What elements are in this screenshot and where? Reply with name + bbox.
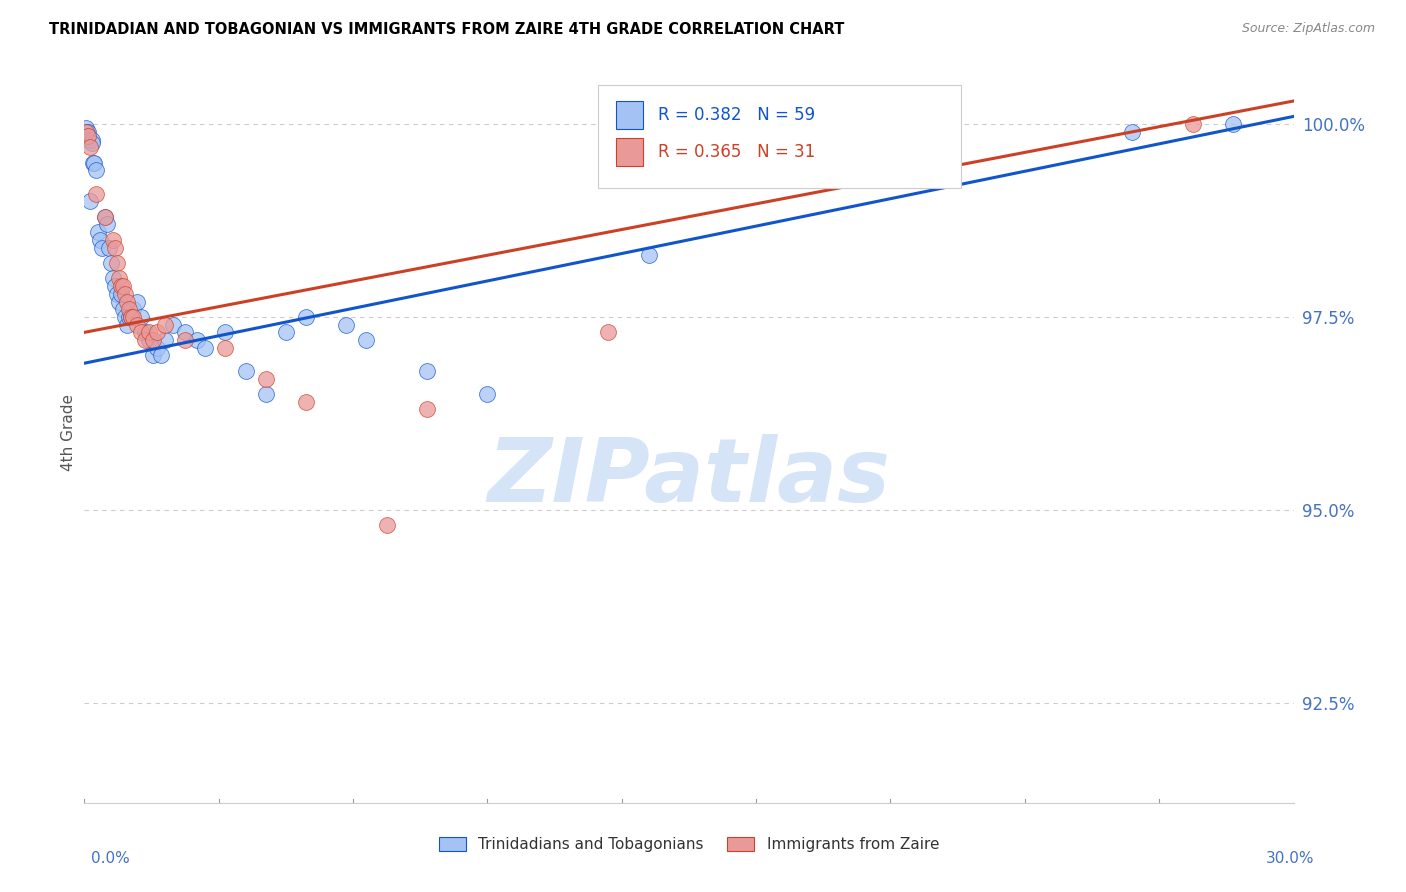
Legend: Trinidadians and Tobagonians, Immigrants from Zaire: Trinidadians and Tobagonians, Immigrants… <box>433 830 945 858</box>
Point <box>375 518 398 533</box>
Point <box>86 186 108 201</box>
Point <box>146 326 169 340</box>
Point <box>859 155 882 169</box>
Point <box>142 333 165 347</box>
Point <box>75 125 97 139</box>
Point <box>295 394 318 409</box>
Point <box>101 271 124 285</box>
Point <box>125 318 148 332</box>
Point <box>101 233 124 247</box>
Point <box>174 333 197 347</box>
Point <box>77 128 100 143</box>
Point <box>758 140 780 154</box>
Point <box>121 302 143 317</box>
Point <box>111 279 134 293</box>
Point <box>105 286 128 301</box>
Point <box>91 240 114 254</box>
Point <box>79 194 101 209</box>
Point <box>118 310 141 324</box>
Point <box>120 310 142 324</box>
Point <box>214 326 236 340</box>
Point <box>1121 125 1143 139</box>
Point <box>274 326 297 340</box>
Point <box>138 333 160 347</box>
Point <box>598 326 620 340</box>
Point <box>174 326 197 340</box>
Point <box>295 310 318 324</box>
Point <box>149 349 172 363</box>
Point <box>146 341 169 355</box>
Point <box>335 318 357 332</box>
FancyBboxPatch shape <box>616 138 643 166</box>
Point <box>637 248 659 262</box>
FancyBboxPatch shape <box>599 85 962 188</box>
Point <box>104 279 127 293</box>
Point <box>416 364 439 378</box>
Point <box>96 218 118 232</box>
Point <box>1222 117 1244 131</box>
Point <box>104 240 127 254</box>
Point <box>120 310 142 324</box>
Point <box>82 155 104 169</box>
FancyBboxPatch shape <box>616 101 643 129</box>
Point <box>82 136 104 151</box>
Point <box>97 240 120 254</box>
Point <box>93 210 115 224</box>
Point <box>235 364 257 378</box>
Point <box>121 310 143 324</box>
Point <box>114 286 136 301</box>
Text: 0.0%: 0.0% <box>91 851 131 865</box>
Point <box>75 120 97 135</box>
Point <box>254 387 277 401</box>
Point <box>254 371 277 385</box>
Point <box>134 326 156 340</box>
Point <box>77 128 100 143</box>
Point <box>89 233 111 247</box>
Y-axis label: 4th Grade: 4th Grade <box>60 394 76 471</box>
Point <box>83 155 105 169</box>
Text: TRINIDADIAN AND TOBAGONIAN VS IMMIGRANTS FROM ZAIRE 4TH GRADE CORRELATION CHART: TRINIDADIAN AND TOBAGONIAN VS IMMIGRANTS… <box>49 22 845 37</box>
Text: 30.0%: 30.0% <box>1267 851 1315 865</box>
Point <box>110 286 132 301</box>
Point <box>111 302 134 317</box>
Point <box>1181 117 1204 131</box>
Point <box>416 402 439 417</box>
Point <box>86 163 108 178</box>
Point <box>153 318 176 332</box>
Point <box>100 256 122 270</box>
Text: R = 0.382   N = 59: R = 0.382 N = 59 <box>658 106 814 124</box>
Point <box>129 310 152 324</box>
Text: R = 0.365   N = 31: R = 0.365 N = 31 <box>658 143 814 161</box>
Point <box>138 326 160 340</box>
Point <box>115 318 138 332</box>
Point <box>77 132 100 146</box>
Point <box>186 333 208 347</box>
Point <box>134 333 156 347</box>
Point <box>153 333 176 347</box>
Point <box>129 326 152 340</box>
Point <box>107 271 129 285</box>
Point <box>162 318 184 332</box>
Text: Source: ZipAtlas.com: Source: ZipAtlas.com <box>1241 22 1375 36</box>
Point <box>118 302 141 317</box>
Point <box>114 310 136 324</box>
Point <box>76 125 98 139</box>
Point <box>80 132 103 146</box>
Point <box>738 140 761 154</box>
Point <box>93 210 115 224</box>
Point <box>356 333 378 347</box>
Point <box>125 294 148 309</box>
Point <box>142 349 165 363</box>
Point <box>76 125 98 139</box>
Point <box>115 294 138 309</box>
Point <box>477 387 499 401</box>
Point <box>194 341 217 355</box>
Point <box>105 256 128 270</box>
Point <box>107 294 129 309</box>
Text: ZIPatlas: ZIPatlas <box>488 434 890 521</box>
Point <box>87 225 110 239</box>
Point <box>214 341 236 355</box>
Point <box>79 140 101 154</box>
Point <box>110 279 132 293</box>
